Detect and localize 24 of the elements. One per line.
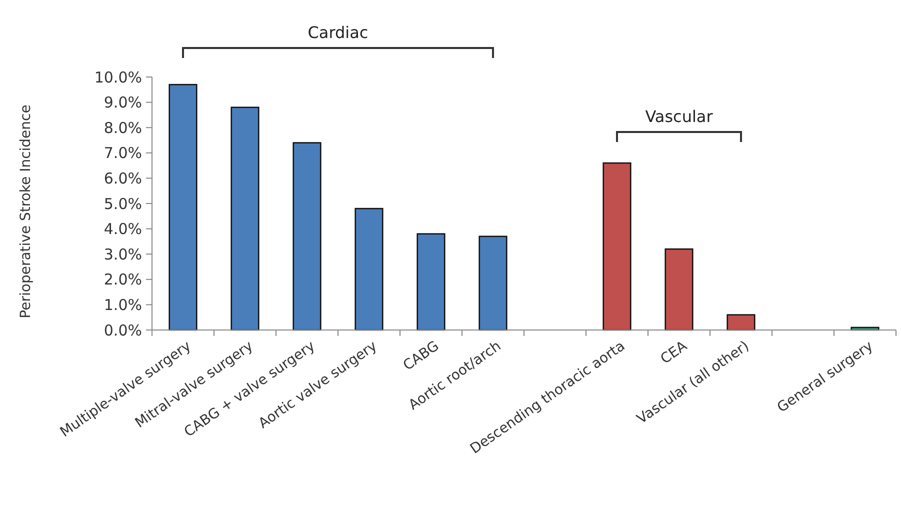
bar xyxy=(478,236,508,331)
y-tick-label: 4.0% xyxy=(104,220,142,238)
y-tick-label: 3.0% xyxy=(104,245,142,264)
y-tick-label: 6.0% xyxy=(104,169,142,188)
y-tick-label: 5.0% xyxy=(104,194,142,213)
bar xyxy=(664,248,694,331)
bar xyxy=(416,233,446,331)
y-tick-label: 1.0% xyxy=(104,296,142,314)
y-tick-label: 2.0% xyxy=(104,270,142,289)
bar xyxy=(354,208,384,331)
bar xyxy=(168,84,198,331)
y-tick-label: 8.0% xyxy=(104,118,142,137)
y-tick-label: 10.0% xyxy=(94,68,142,86)
y-tick-label: 0.0% xyxy=(104,321,142,340)
y-tick-label: 9.0% xyxy=(104,94,142,112)
x-tick-label: CEA xyxy=(658,338,690,368)
bar xyxy=(292,142,322,331)
annotation: Vascular xyxy=(645,107,714,126)
bar xyxy=(726,314,756,331)
text: Cardiac xyxy=(308,23,368,42)
bar xyxy=(602,162,632,331)
y-tick-label: 7.0% xyxy=(104,144,142,162)
y-axis-title: Perioperative Stroke Incidence xyxy=(18,104,34,318)
bar xyxy=(230,106,260,331)
